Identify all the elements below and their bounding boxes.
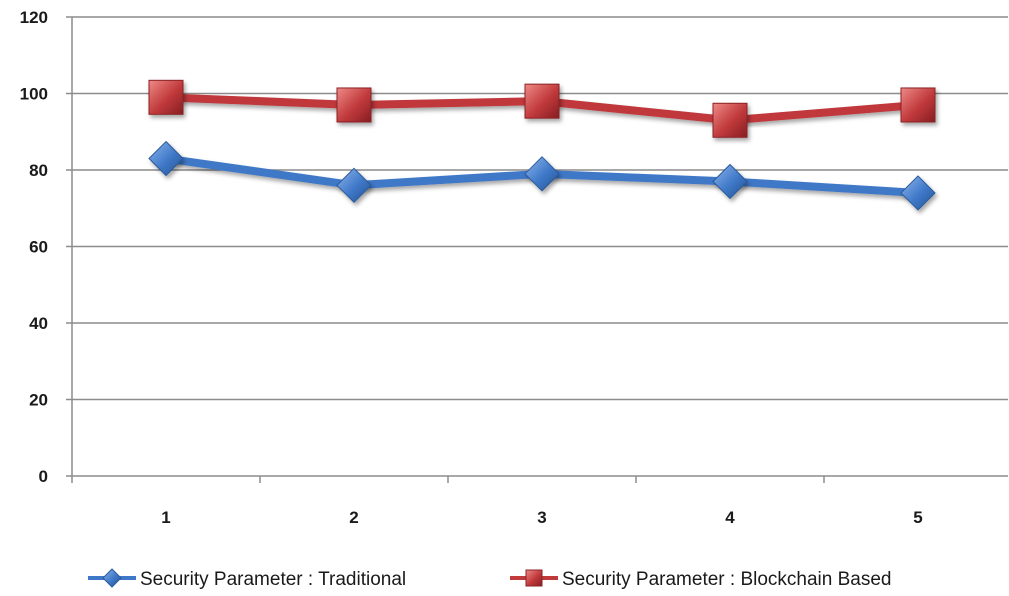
y-tick-label: 0 xyxy=(39,467,48,486)
legend-entry-1: Security Parameter : Traditional xyxy=(88,568,406,590)
x-tick-label: 5 xyxy=(913,508,922,527)
data-point xyxy=(900,87,936,123)
data-point xyxy=(712,163,748,200)
x-tick-label: 3 xyxy=(537,508,546,527)
y-tick-label: 80 xyxy=(29,161,48,180)
data-point xyxy=(336,87,372,123)
data-point xyxy=(900,175,936,211)
legend-marker xyxy=(102,568,122,588)
legend: Security Parameter : Traditional Security… xyxy=(88,568,892,590)
x-tick-label: 2 xyxy=(349,508,358,527)
data-point xyxy=(712,102,748,138)
series-2 xyxy=(148,79,936,138)
series-1 xyxy=(148,140,936,211)
y-tick-label: 40 xyxy=(29,314,48,333)
x-tick-label: 1 xyxy=(161,508,170,527)
x-tick-label: 4 xyxy=(725,508,735,527)
data-point xyxy=(336,167,372,204)
legend-marker xyxy=(525,569,543,587)
series xyxy=(148,79,936,211)
axes: 0 20 40 60 80 100 120 1 2 3 4 5 xyxy=(20,8,1008,527)
y-tick-label: 120 xyxy=(20,8,48,27)
data-point xyxy=(148,140,184,177)
gridlines xyxy=(72,16,1008,401)
legend-label: Security Parameter : Blockchain Based xyxy=(562,569,892,590)
legend-label: Security Parameter : Traditional xyxy=(140,569,406,590)
y-tick-label: 60 xyxy=(29,238,48,257)
legend-entry-2: Security Parameter : Blockchain Based xyxy=(510,569,892,590)
y-tick-label: 100 xyxy=(20,85,48,104)
y-tick-label: 20 xyxy=(29,391,48,410)
data-point xyxy=(148,79,184,115)
data-point xyxy=(524,83,560,119)
data-point xyxy=(524,156,560,192)
